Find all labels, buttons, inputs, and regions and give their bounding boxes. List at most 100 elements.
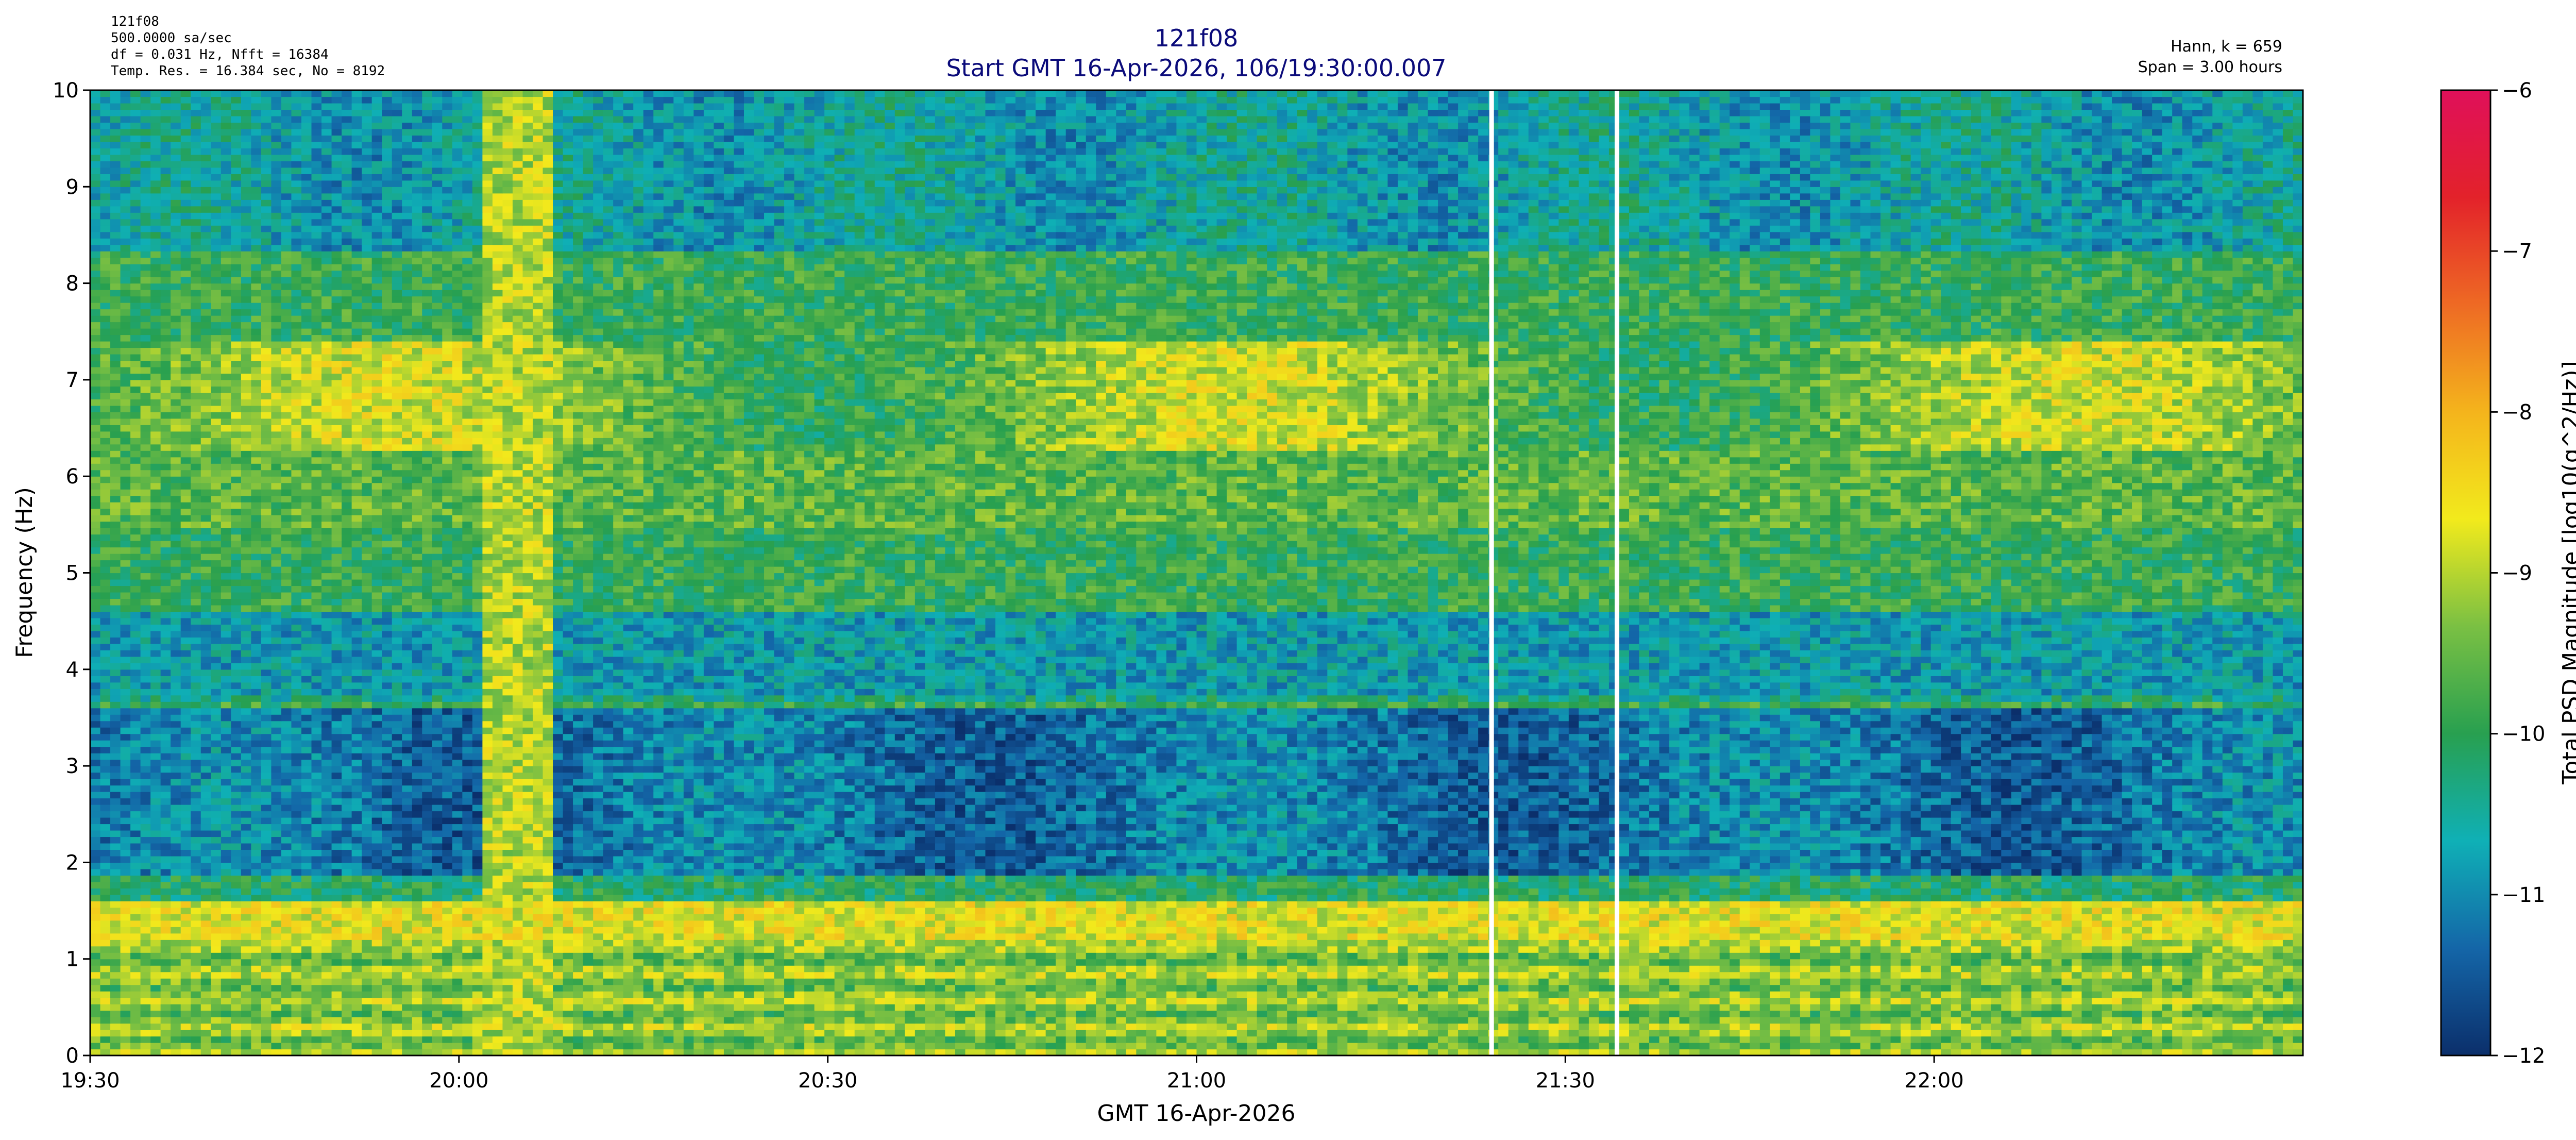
- heatmap-cell: [824, 933, 835, 940]
- heatmap-cell: [1699, 946, 1710, 953]
- heatmap-cell: [191, 1017, 201, 1024]
- heatmap-cell: [1146, 1017, 1157, 1024]
- heatmap-cell: [2152, 940, 2163, 947]
- heatmap-cell: [1759, 1023, 1770, 1030]
- heatmap-cell: [1961, 914, 1972, 921]
- heatmap-cell: [1659, 946, 1670, 953]
- heatmap-cell: [1136, 1023, 1147, 1030]
- heatmap-cell: [663, 1023, 674, 1030]
- heatmap-cell: [1930, 952, 1941, 960]
- heatmap-cell: [522, 952, 533, 960]
- heatmap-cell: [925, 991, 936, 998]
- heatmap-cell: [1257, 965, 1267, 973]
- heatmap-cell: [543, 1049, 553, 1055]
- heatmap-cell: [1216, 1030, 1227, 1037]
- heatmap-cell: [1649, 1049, 1660, 1055]
- heatmap-cell: [834, 991, 845, 998]
- heatmap-cell: [955, 997, 966, 1004]
- heatmap-cell: [1448, 907, 1459, 914]
- heatmap-cell: [1236, 1043, 1247, 1050]
- heatmap-cell: [2112, 1049, 2123, 1055]
- heatmap-cell: [2081, 1036, 2092, 1043]
- heatmap-cell: [2162, 978, 2173, 985]
- heatmap-cell: [1910, 991, 1921, 998]
- heatmap-cell: [1065, 920, 1076, 927]
- heatmap-cell: [985, 959, 996, 966]
- heatmap-cell: [110, 965, 121, 973]
- heatmap-cell: [90, 984, 101, 992]
- heatmap-cell: [1518, 991, 1529, 998]
- heatmap-cell: [1247, 997, 1258, 1004]
- heatmap-cell: [1096, 914, 1107, 921]
- heatmap-cell: [1247, 940, 1258, 947]
- heatmap-cell: [754, 991, 765, 998]
- heatmap-cell: [1890, 991, 1901, 998]
- heatmap-cell: [723, 959, 735, 966]
- heatmap-cell: [1287, 1036, 1298, 1043]
- heatmap-cell: [754, 1036, 765, 1043]
- heatmap-cell: [1428, 933, 1438, 940]
- heatmap-cell: [191, 1010, 201, 1017]
- heatmap-cell: [2172, 914, 2183, 921]
- heatmap-cell: [1669, 940, 1680, 947]
- heatmap-cell: [321, 914, 332, 921]
- heatmap-cell: [311, 907, 322, 914]
- heatmap-cell: [1880, 946, 1891, 953]
- heatmap-cell: [2011, 1049, 2022, 1055]
- heatmap-cell: [1277, 978, 1287, 985]
- heatmap-cell: [1639, 1030, 1650, 1037]
- heatmap-cell: [693, 1030, 704, 1037]
- heatmap-cell: [2081, 984, 2092, 992]
- heatmap-cell: [1397, 997, 1409, 1004]
- heatmap-cell: [1599, 1049, 1609, 1055]
- heatmap-cell: [1096, 1049, 1107, 1055]
- heatmap-cell: [472, 1004, 483, 1011]
- heatmap-cell: [643, 1049, 654, 1055]
- heatmap-cell: [1297, 984, 1308, 992]
- heatmap-cell: [512, 965, 523, 973]
- heatmap-cell: [533, 1023, 544, 1030]
- heatmap-cell: [1357, 971, 1368, 979]
- heatmap-cell: [945, 920, 956, 927]
- heatmap-cell: [1810, 1010, 1821, 1017]
- heatmap-cell: [734, 1049, 744, 1055]
- heatmap-cell: [784, 952, 795, 960]
- heatmap-cell: [1629, 952, 1640, 960]
- heatmap-cell: [261, 984, 272, 992]
- heatmap-cell: [1689, 978, 1700, 985]
- heatmap-cell: [814, 978, 825, 985]
- heatmap-cell: [1387, 1010, 1398, 1017]
- heatmap-cell: [995, 933, 1006, 940]
- heatmap-cell: [482, 927, 493, 934]
- heatmap-cell: [150, 997, 161, 1004]
- heatmap-cell: [1418, 971, 1429, 979]
- heatmap-cell: [1025, 991, 1036, 998]
- heatmap-cell: [1257, 927, 1267, 934]
- heatmap-cell: [1679, 965, 1690, 973]
- heatmap-cell: [1759, 1036, 1770, 1043]
- heatmap-cell: [1247, 1036, 1258, 1043]
- heatmap-cell: [2202, 1049, 2213, 1055]
- heatmap-cell: [261, 1030, 272, 1037]
- heatmap-cell: [2051, 1049, 2062, 1055]
- heatmap-cell: [2031, 1043, 2042, 1050]
- heatmap-cell: [583, 1036, 594, 1043]
- heatmap-cell: [1166, 965, 1177, 973]
- heatmap-cell: [1196, 978, 1207, 985]
- heatmap-cell: [1750, 1030, 1760, 1037]
- heatmap-cell: [1870, 1036, 1881, 1043]
- heatmap-cell: [703, 978, 715, 985]
- heatmap-cell: [1056, 933, 1066, 940]
- heatmap-cell: [522, 971, 533, 979]
- heatmap-cell: [2222, 978, 2233, 985]
- heatmap-cell: [261, 1043, 272, 1050]
- heatmap-cell: [1176, 971, 1187, 979]
- heatmap-cell: [2162, 971, 2173, 979]
- heatmap-cell: [2152, 1010, 2163, 1017]
- heatmap-cell: [432, 927, 443, 934]
- heatmap-cell: [221, 978, 231, 985]
- heatmap-cell: [714, 1004, 724, 1011]
- heatmap-cell: [371, 1023, 382, 1030]
- heatmap-cell: [1790, 940, 1801, 947]
- heatmap-cell: [271, 1030, 282, 1037]
